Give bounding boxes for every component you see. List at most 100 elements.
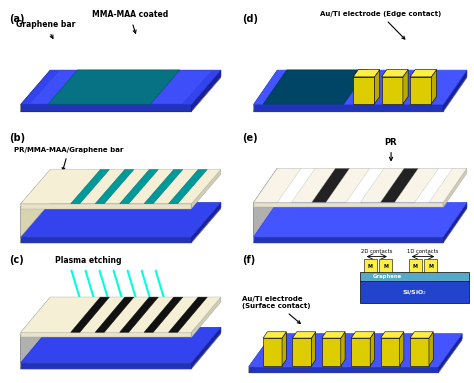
Polygon shape — [21, 237, 191, 242]
Polygon shape — [191, 327, 221, 368]
Polygon shape — [254, 70, 467, 105]
Polygon shape — [21, 332, 191, 337]
Text: PR: PR — [385, 138, 397, 160]
Polygon shape — [191, 70, 221, 111]
Polygon shape — [410, 338, 429, 366]
Polygon shape — [254, 237, 443, 242]
Polygon shape — [169, 297, 207, 332]
Text: Au/Ti electrode (Edge contact): Au/Ti electrode (Edge contact) — [320, 11, 441, 39]
Polygon shape — [410, 70, 437, 77]
Polygon shape — [21, 204, 191, 209]
Polygon shape — [21, 70, 221, 105]
Polygon shape — [21, 334, 221, 369]
Polygon shape — [21, 105, 191, 111]
Polygon shape — [95, 297, 134, 332]
Polygon shape — [277, 169, 315, 202]
Polygon shape — [443, 203, 467, 242]
FancyBboxPatch shape — [360, 281, 469, 303]
Text: Graphene: Graphene — [373, 274, 402, 279]
Polygon shape — [119, 170, 158, 204]
Polygon shape — [370, 332, 374, 366]
Polygon shape — [21, 297, 50, 337]
Polygon shape — [249, 367, 438, 372]
Text: M: M — [368, 264, 373, 268]
Polygon shape — [48, 70, 180, 104]
FancyBboxPatch shape — [379, 259, 392, 272]
Polygon shape — [21, 169, 221, 204]
Text: M: M — [383, 264, 388, 268]
FancyBboxPatch shape — [424, 259, 437, 272]
Polygon shape — [21, 209, 221, 243]
Polygon shape — [71, 170, 109, 204]
Text: 1D contacts: 1D contacts — [407, 249, 439, 254]
Text: (c): (c) — [9, 255, 24, 265]
Polygon shape — [403, 70, 408, 104]
Polygon shape — [21, 297, 221, 332]
Polygon shape — [254, 168, 277, 208]
FancyBboxPatch shape — [364, 259, 377, 272]
Polygon shape — [282, 332, 286, 366]
Polygon shape — [415, 169, 453, 202]
Polygon shape — [71, 297, 109, 332]
Text: (e): (e) — [242, 133, 257, 143]
Polygon shape — [169, 170, 207, 204]
Polygon shape — [21, 363, 191, 368]
Text: (f): (f) — [242, 255, 255, 265]
Polygon shape — [351, 338, 370, 366]
Polygon shape — [263, 332, 286, 338]
Polygon shape — [341, 332, 345, 366]
Polygon shape — [254, 105, 443, 111]
Polygon shape — [443, 168, 467, 208]
Polygon shape — [353, 70, 380, 77]
Polygon shape — [374, 70, 380, 104]
Polygon shape — [254, 168, 467, 203]
Polygon shape — [144, 297, 183, 332]
Text: (b): (b) — [9, 133, 26, 143]
Polygon shape — [21, 70, 50, 112]
FancyBboxPatch shape — [409, 259, 422, 272]
Text: Si/SiO$_2$: Si/SiO$_2$ — [402, 288, 428, 297]
Polygon shape — [351, 332, 374, 338]
Polygon shape — [95, 170, 134, 204]
Polygon shape — [191, 297, 221, 337]
Text: MMA-MAA coated: MMA-MAA coated — [92, 10, 168, 33]
Polygon shape — [249, 340, 462, 373]
Polygon shape — [381, 332, 404, 338]
Polygon shape — [311, 169, 349, 202]
Text: PR/MMA-MAA/Graphene bar: PR/MMA-MAA/Graphene bar — [14, 147, 123, 170]
Polygon shape — [254, 168, 277, 243]
Text: Plasma etching: Plasma etching — [55, 256, 121, 265]
Polygon shape — [263, 70, 367, 104]
Polygon shape — [429, 332, 433, 366]
Polygon shape — [21, 203, 221, 237]
Text: (d): (d) — [242, 14, 258, 24]
Polygon shape — [191, 203, 221, 242]
Polygon shape — [21, 300, 50, 369]
Text: 2D contacts: 2D contacts — [361, 249, 392, 254]
Polygon shape — [443, 70, 467, 111]
Polygon shape — [119, 297, 158, 332]
Text: Au/Ti electrode
(Surface contact): Au/Ti electrode (Surface contact) — [242, 296, 310, 324]
Text: (a): (a) — [9, 14, 25, 24]
Polygon shape — [30, 71, 212, 104]
Polygon shape — [191, 169, 221, 209]
Polygon shape — [410, 332, 433, 338]
Polygon shape — [346, 169, 384, 202]
Polygon shape — [381, 338, 400, 366]
Polygon shape — [254, 209, 467, 243]
Polygon shape — [21, 77, 221, 112]
Polygon shape — [353, 77, 374, 104]
Polygon shape — [438, 334, 462, 372]
Polygon shape — [292, 338, 311, 366]
FancyBboxPatch shape — [360, 272, 469, 281]
Polygon shape — [144, 170, 183, 204]
Polygon shape — [382, 77, 403, 104]
Text: M: M — [413, 264, 418, 268]
Polygon shape — [322, 338, 341, 366]
Polygon shape — [431, 70, 437, 104]
Polygon shape — [322, 332, 345, 338]
Polygon shape — [254, 203, 467, 237]
Polygon shape — [382, 70, 408, 77]
Polygon shape — [263, 338, 282, 366]
Text: M: M — [428, 264, 433, 268]
